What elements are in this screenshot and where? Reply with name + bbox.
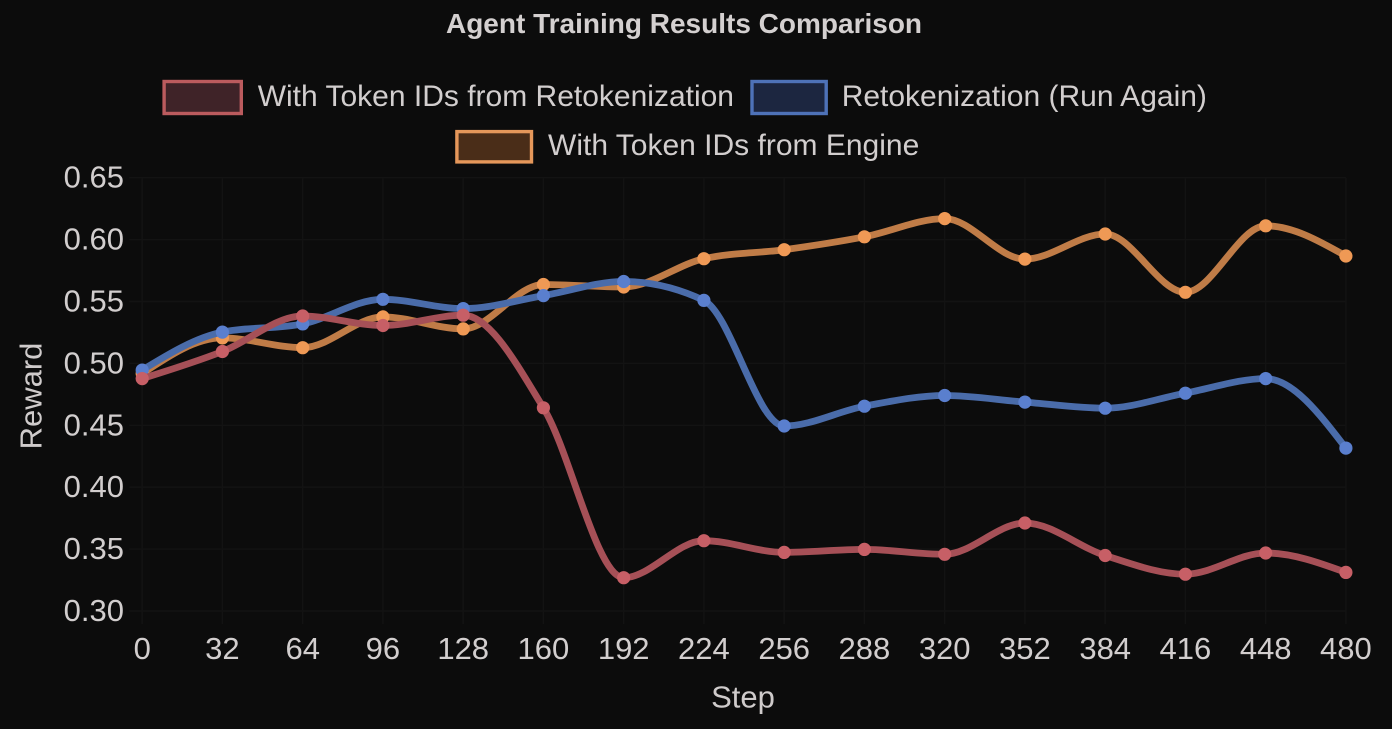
svg-text:256: 256 [758,631,810,666]
svg-text:0.60: 0.60 [64,222,124,257]
svg-text:160: 160 [518,631,570,666]
svg-text:0.30: 0.30 [64,593,124,628]
svg-text:288: 288 [839,631,891,666]
svg-text:Reward: Reward [14,343,49,450]
svg-text:64: 64 [285,631,319,666]
svg-text:With Token IDs from Engine: With Token IDs from Engine [548,129,919,162]
svg-text:0.55: 0.55 [64,284,124,319]
svg-text:0: 0 [134,631,151,666]
svg-text:32: 32 [205,631,239,666]
svg-text:0.40: 0.40 [64,469,124,504]
svg-text:416: 416 [1160,631,1212,666]
svg-text:0.65: 0.65 [64,160,124,195]
svg-text:448: 448 [1240,631,1292,666]
svg-text:0.35: 0.35 [64,531,124,566]
svg-text:320: 320 [919,631,971,666]
svg-text:224: 224 [678,631,730,666]
svg-text:96: 96 [366,631,400,666]
svg-text:192: 192 [598,631,650,666]
svg-text:352: 352 [999,631,1051,666]
svg-text:With Token IDs from Retokeniza: With Token IDs from Retokenization [258,80,734,113]
svg-text:384: 384 [1079,631,1131,666]
svg-text:0.45: 0.45 [64,407,124,442]
svg-text:Agent Training Results Compari: Agent Training Results Comparison [446,8,922,39]
svg-text:0.50: 0.50 [64,345,124,380]
svg-text:Step: Step [711,680,775,715]
svg-text:128: 128 [437,631,489,666]
svg-text:Retokenization (Run Again): Retokenization (Run Again) [842,80,1207,113]
svg-text:480: 480 [1320,631,1372,666]
